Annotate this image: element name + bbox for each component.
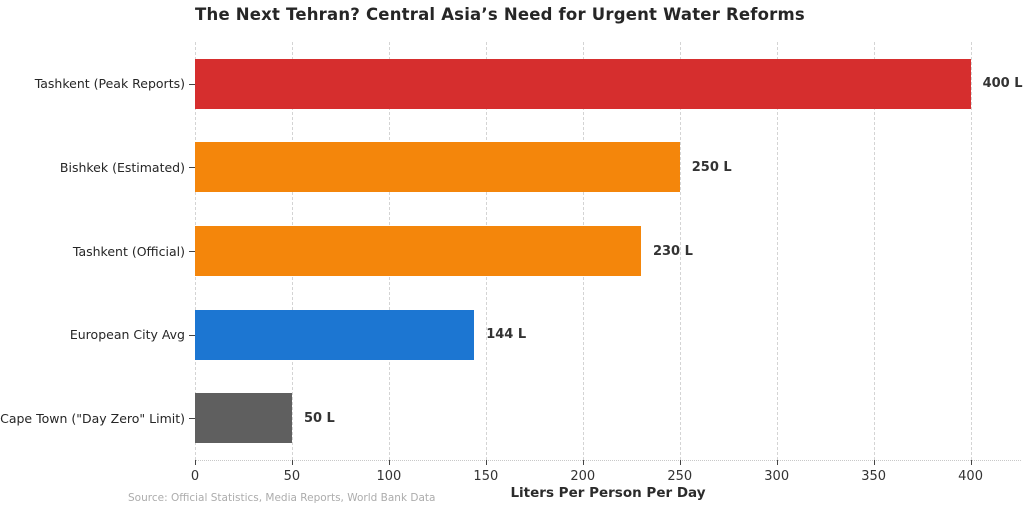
bar-tashkent-official <box>195 226 641 276</box>
category-label: Tashkent (Official) <box>72 243 185 259</box>
value-label: 250 L <box>691 159 732 175</box>
x-tick-label: 400 <box>958 469 983 484</box>
y-tick-mark <box>189 418 195 420</box>
y-tick-mark <box>189 167 195 169</box>
x-tick-mark <box>388 460 390 465</box>
x-tick-label: 50 <box>283 469 301 484</box>
bar-tashkent-peak-reports <box>195 58 971 109</box>
x-tick-mark <box>291 460 293 465</box>
x-axis-label: Liters Per Person Per Day <box>510 485 706 501</box>
value-label: 50 L <box>303 410 335 426</box>
x-tick-mark <box>970 460 972 465</box>
chart-title: The Next Tehran? Central Asia’s Need for… <box>195 5 805 24</box>
source-note: Source: Official Statistics, Media Repor… <box>128 492 436 504</box>
bar-row: Tashkent (Official) 230 L <box>73 226 1021 276</box>
plot-area: 0 50 100 150 200 250 300 350 400 Tashkent (Peak R… <box>0 42 1023 484</box>
y-tick-mark <box>189 334 195 336</box>
x-tick-mark <box>195 460 196 465</box>
bar-cape-town-day-zero-limit <box>195 393 292 444</box>
gridline <box>679 42 681 460</box>
y-tick-mark <box>189 83 195 85</box>
bar-row: European City Avg 144 L <box>70 309 1021 360</box>
bar-european-city-avg <box>195 309 475 360</box>
x-tick-label: 350 <box>861 469 887 484</box>
gridline <box>970 42 972 460</box>
gridline <box>873 42 875 460</box>
x-tick-mark <box>582 460 584 465</box>
category-label: Tashkent (Peak Reports) <box>34 76 185 92</box>
bar-row: Cape Town ("Day Zero" Limit) 50 L <box>0 393 1021 444</box>
x-tick-mark <box>679 460 681 465</box>
x-tick-label: 150 <box>473 469 499 484</box>
x-tick-label: 300 <box>764 469 790 484</box>
gridline <box>776 42 778 460</box>
category-label: European City Avg <box>69 327 185 343</box>
x-tick-mark <box>776 460 778 465</box>
bar-bishkek-estimated <box>195 142 680 193</box>
x-tick-label: 200 <box>570 469 596 484</box>
x-tick-mark <box>873 460 875 465</box>
bar-row: Bishkek (Estimated) 250 L <box>60 142 1021 193</box>
value-label: 144 L <box>486 327 527 343</box>
x-tick-label: 0 <box>190 469 200 484</box>
category-label: Bishkek (Estimated) <box>59 159 185 175</box>
x-tick-label: 100 <box>376 469 402 484</box>
value-label: 230 L <box>652 243 693 259</box>
y-tick-mark <box>189 251 195 252</box>
bar-row: Tashkent (Peak Reports) 400 L <box>35 58 1023 109</box>
x-tick-label: 250 <box>667 469 693 484</box>
x-tick-mark <box>485 460 487 465</box>
value-label: 400 L <box>982 76 1023 92</box>
category-label: Cape Town ("Day Zero" Limit) <box>0 410 185 426</box>
